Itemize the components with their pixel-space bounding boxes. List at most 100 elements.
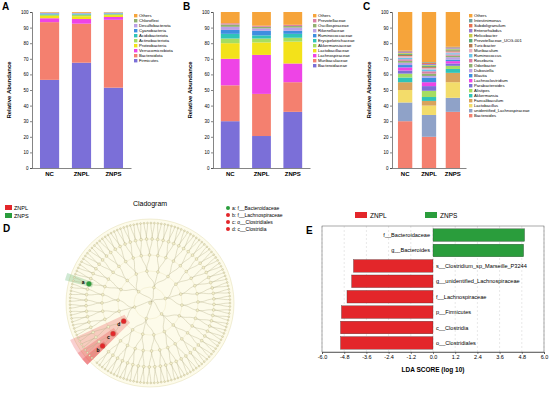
bar-segment [446, 98, 460, 112]
node [88, 321, 91, 324]
node [171, 225, 173, 227]
branch [191, 268, 203, 279]
branch [146, 319, 154, 335]
node [70, 290, 72, 292]
category-label: s__Clostridium_sp_Marseille_P3244 [436, 263, 527, 269]
branch [168, 261, 173, 276]
node [113, 374, 115, 376]
bar-segment [283, 12, 302, 25]
node [140, 254, 143, 257]
bar-segment [446, 52, 460, 54]
bar-segment [446, 63, 460, 65]
bar-segment [283, 82, 302, 112]
branch [105, 355, 113, 369]
node [81, 343, 83, 345]
yticks-axis: 0102030405060708090100 [21, 10, 33, 171]
branch [85, 256, 99, 264]
branch [133, 319, 147, 330]
branch [86, 300, 102, 303]
bar-segment [422, 71, 436, 73]
panel-letter: B [183, 1, 190, 12]
node [202, 266, 205, 269]
branch [74, 322, 89, 328]
legend: ZNPL ZNPS [355, 212, 458, 219]
branch [188, 238, 196, 252]
legend-swatch [469, 109, 472, 112]
legend-swatch [226, 206, 230, 210]
node [185, 270, 188, 273]
tick-label: -1.2 [407, 354, 416, 360]
tick-label: 3.6 [496, 354, 504, 360]
tick-label: 4.8 [518, 354, 526, 360]
branch [214, 310, 230, 313]
bar-segment [72, 13, 91, 14]
branch [198, 345, 209, 357]
tick: 100 [202, 10, 213, 15]
bar-segment [283, 112, 302, 168]
node-key: b [97, 347, 100, 353]
tick: 50 [204, 88, 213, 93]
node [210, 319, 213, 322]
node [126, 344, 129, 347]
branch [140, 367, 143, 383]
bars [341, 229, 525, 349]
node [195, 367, 197, 369]
tick-label: 60 [23, 72, 29, 77]
bar-segment [104, 88, 123, 168]
branch [192, 326, 205, 336]
node [71, 321, 73, 323]
node [211, 251, 213, 253]
branch [209, 273, 224, 278]
branch [127, 365, 133, 380]
tick: 10 [204, 150, 213, 155]
branch [211, 276, 226, 283]
yticks-axis: 0102030405060708090100 [381, 10, 393, 171]
branch [160, 366, 164, 381]
tick-label: 70 [383, 57, 389, 62]
node [119, 245, 122, 248]
tick-label: 40 [23, 104, 29, 109]
branch [176, 272, 186, 285]
tick: 30 [383, 119, 392, 124]
tick: ZNPS [445, 168, 461, 177]
node [146, 270, 149, 273]
bar-segment [398, 61, 412, 63]
legend-label: c: o__Clostridiales [232, 219, 273, 225]
branch [97, 243, 107, 256]
branch [81, 337, 95, 344]
bar-segment [221, 43, 240, 59]
node [124, 243, 127, 246]
node [86, 281, 91, 286]
branch [143, 319, 147, 335]
branch [194, 349, 206, 359]
node [70, 314, 72, 316]
legend-swatch [313, 29, 316, 32]
branch [88, 289, 103, 294]
x-axis: NCZNPLZNPS [214, 168, 311, 177]
node [110, 232, 112, 234]
node [195, 237, 197, 239]
node [119, 339, 122, 342]
branch [209, 269, 223, 277]
branch [198, 299, 214, 302]
panel-1: 0102030405060708090100NCZNPLZNPSRelative… [183, 1, 355, 177]
node [109, 251, 112, 254]
node [217, 259, 219, 261]
branch [87, 253, 99, 264]
branch [166, 244, 174, 258]
tick: -1.2 [407, 352, 416, 360]
legend-label: ZNPL [370, 212, 387, 219]
bar-segment [446, 112, 460, 168]
branch [109, 341, 121, 352]
bar-segment [283, 28, 302, 31]
legend-label: ZNPL [14, 205, 28, 211]
tick: 30 [23, 119, 32, 124]
branch [99, 264, 113, 272]
legend-swatch [313, 49, 316, 52]
tick-label: ZNPL [421, 171, 437, 177]
node [84, 349, 86, 351]
node [212, 292, 215, 295]
node [114, 248, 117, 251]
node [123, 227, 125, 229]
legend-label: ZNPS [440, 212, 458, 219]
